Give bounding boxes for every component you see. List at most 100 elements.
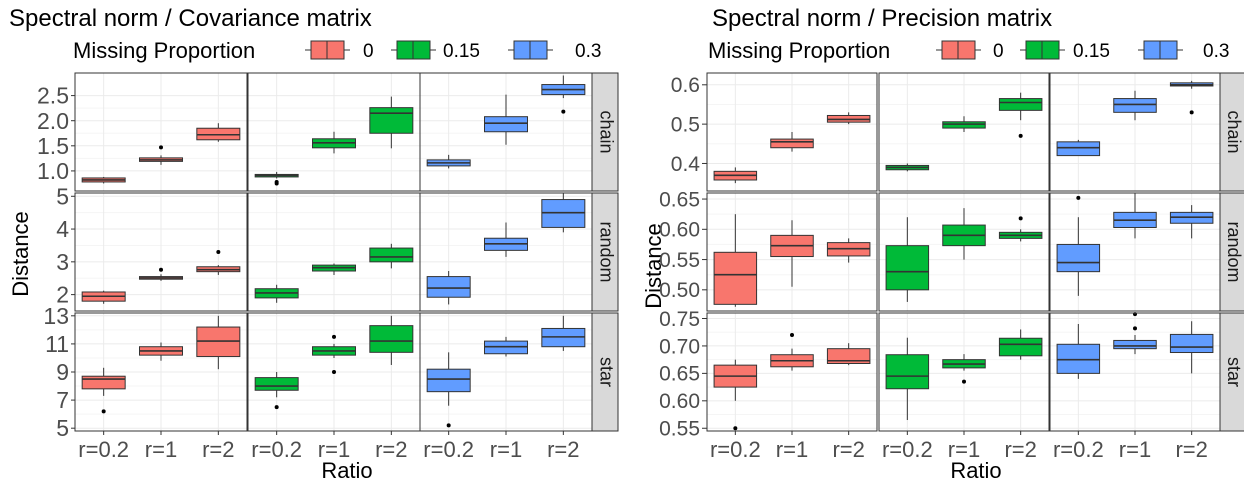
box-r=0.2 bbox=[426, 352, 471, 428]
box-r=2 bbox=[826, 343, 871, 366]
box-r=2 bbox=[369, 243, 414, 269]
outlier-point bbox=[1076, 195, 1081, 200]
box-r=0.2 bbox=[713, 359, 758, 431]
outlier-point bbox=[1018, 216, 1023, 221]
panel-chain-1 bbox=[247, 72, 421, 192]
outlier-point bbox=[1189, 110, 1194, 115]
box-body bbox=[713, 251, 758, 305]
panel-border bbox=[74, 192, 248, 312]
panel-border bbox=[419, 192, 593, 312]
panel-random-0 bbox=[706, 192, 878, 312]
panel-star-2: r=0.2 r=1 r=2 bbox=[1049, 312, 1221, 462]
y-tick-label: 2 bbox=[56, 282, 69, 308]
outlier-point bbox=[274, 405, 279, 410]
box-body bbox=[1169, 333, 1214, 354]
y-tick-label: 0.6 bbox=[671, 74, 700, 97]
x-tick-label: r=1 bbox=[490, 437, 522, 462]
box-r=1 bbox=[484, 94, 528, 145]
y-axis-label: Distance bbox=[8, 211, 33, 297]
strip-label: chain bbox=[1224, 110, 1244, 153]
chart-title: Spectral norm / Precision matrix bbox=[712, 5, 1052, 32]
y-tick-label: 0.50 bbox=[659, 279, 700, 302]
panel-border bbox=[74, 72, 248, 192]
box-body bbox=[426, 276, 471, 298]
box-r=0.2 bbox=[885, 217, 930, 302]
legend: Missing Proportion 0 0.15 0.3 bbox=[708, 38, 1229, 63]
x-tick-label: r=2 bbox=[832, 437, 864, 462]
box-body bbox=[1113, 98, 1157, 113]
box-r=2 bbox=[196, 250, 241, 275]
strip-star: star bbox=[591, 312, 619, 432]
legend-label: 0.15 bbox=[443, 41, 480, 62]
outlier-point bbox=[332, 370, 336, 374]
x-axis-label: Ratio bbox=[950, 458, 1001, 483]
panel-random-1 bbox=[878, 192, 1050, 312]
box-r=2 bbox=[369, 96, 414, 149]
strip-label: random bbox=[596, 221, 616, 282]
box-body bbox=[369, 107, 414, 134]
y-tick-label: 0.60 bbox=[659, 219, 700, 242]
strip-label: chain bbox=[596, 110, 616, 153]
outlier-point bbox=[274, 181, 279, 186]
box-body bbox=[254, 377, 299, 391]
y-tick-label: 0.5 bbox=[671, 113, 700, 136]
box-r=0.2 bbox=[81, 176, 126, 184]
strip-label: random bbox=[1224, 221, 1244, 282]
y-tick-label: 5 bbox=[56, 183, 69, 209]
outlier-point bbox=[733, 426, 738, 431]
panel-border bbox=[706, 192, 878, 312]
strip-chain: chain bbox=[591, 72, 619, 192]
panel-random-0 bbox=[74, 192, 248, 312]
x-tick-label: r=1 bbox=[145, 437, 177, 462]
box-r=1 bbox=[312, 334, 356, 374]
box-body bbox=[885, 245, 930, 291]
outlier-point bbox=[962, 379, 966, 384]
x-tick-label: r=0.2 bbox=[251, 437, 302, 462]
x-tick-label: r=2 bbox=[202, 437, 234, 462]
y-tick-label: 0.75 bbox=[659, 308, 700, 331]
y-axis-label: Distance bbox=[641, 223, 666, 309]
box-r=0.2 bbox=[254, 372, 299, 410]
y-tick-label: 11 bbox=[45, 331, 69, 357]
box-r=2 bbox=[196, 315, 241, 370]
panel-random-1 bbox=[247, 192, 421, 312]
box-r=1 bbox=[1113, 90, 1157, 121]
panel-border bbox=[1049, 192, 1221, 312]
x-tick-label: r=0.2 bbox=[710, 437, 761, 462]
outlier-point bbox=[159, 145, 163, 150]
legend-label: 0 bbox=[993, 41, 1004, 62]
box-body bbox=[369, 325, 414, 353]
box-r=0.2 bbox=[713, 167, 758, 184]
x-tick-label: r=2 bbox=[1175, 437, 1207, 462]
box-body bbox=[1056, 141, 1101, 157]
box-body bbox=[81, 375, 126, 390]
outlier-point bbox=[332, 334, 336, 339]
panel-chain-1 bbox=[878, 72, 1050, 192]
y-tick-label: 7 bbox=[56, 387, 69, 413]
box-body bbox=[826, 348, 871, 364]
box-r=0.2 bbox=[713, 214, 758, 307]
box-r=1 bbox=[1113, 193, 1157, 239]
strip-random: random bbox=[591, 192, 619, 312]
box-r=0.2 bbox=[254, 284, 299, 303]
outlier-point bbox=[216, 250, 221, 254]
panel-chain-2 bbox=[419, 72, 593, 192]
x-tick-label: r=0.2 bbox=[423, 437, 474, 462]
box-r=1 bbox=[770, 132, 814, 152]
x-tick-label: r=0.2 bbox=[882, 437, 933, 462]
box-r=0.2 bbox=[1056, 323, 1101, 379]
panel-star-0: r=0.2 r=1 r=2 bbox=[74, 312, 248, 462]
x-tick-label: r=1 bbox=[948, 437, 980, 462]
strip-chain: chain bbox=[1219, 72, 1244, 192]
x-tick-label: r=2 bbox=[375, 437, 407, 462]
y-tick-label: 1.0 bbox=[37, 158, 69, 184]
outlier-point bbox=[790, 332, 794, 337]
outlier-point bbox=[561, 109, 566, 114]
outlier-point bbox=[1133, 326, 1137, 331]
box-r=2 bbox=[826, 112, 871, 125]
box-r=2 bbox=[826, 238, 871, 263]
box-body bbox=[998, 98, 1043, 111]
y-tick-label: 2.0 bbox=[37, 108, 69, 134]
panel-chain-0 bbox=[74, 72, 248, 192]
